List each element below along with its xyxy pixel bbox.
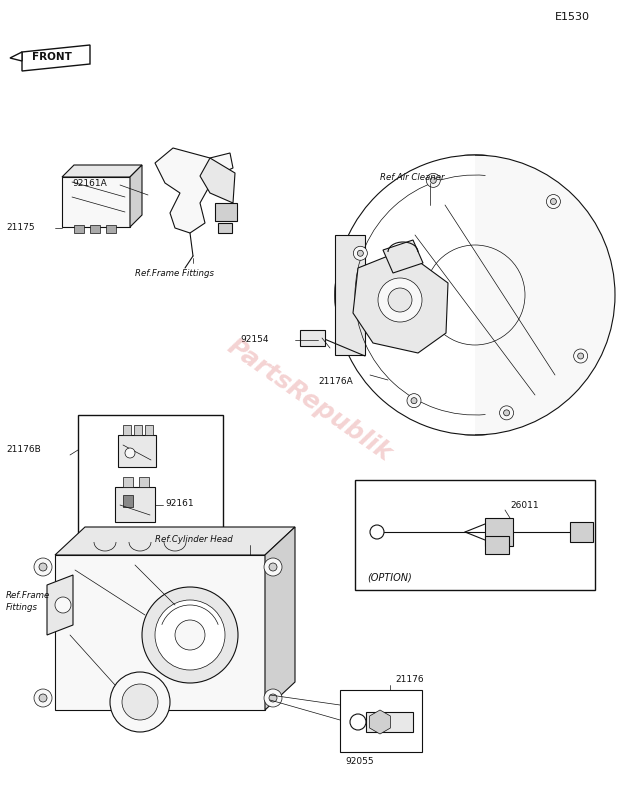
Bar: [115, 487, 155, 522]
Circle shape: [378, 278, 422, 322]
Circle shape: [426, 174, 440, 187]
Text: 92161A: 92161A: [72, 178, 106, 187]
Polygon shape: [155, 148, 233, 233]
Circle shape: [388, 288, 412, 312]
Circle shape: [430, 178, 436, 183]
Polygon shape: [47, 575, 73, 635]
Circle shape: [153, 587, 163, 597]
Polygon shape: [62, 165, 142, 177]
Circle shape: [574, 349, 587, 363]
Bar: [355, 480, 595, 590]
Circle shape: [350, 714, 366, 730]
Bar: [145, 425, 153, 435]
Circle shape: [125, 448, 135, 458]
Circle shape: [155, 600, 225, 670]
Text: Ref.Cylinder Head: Ref.Cylinder Head: [155, 535, 233, 545]
Circle shape: [407, 394, 421, 408]
Bar: [139, 477, 149, 487]
Text: PartsRepublik: PartsRepublik: [223, 334, 396, 466]
Circle shape: [357, 250, 363, 256]
Circle shape: [142, 587, 238, 683]
Polygon shape: [150, 578, 170, 599]
Polygon shape: [370, 710, 391, 734]
Bar: [215, 203, 237, 221]
Bar: [123, 477, 133, 487]
Circle shape: [547, 194, 560, 209]
Text: FRONT: FRONT: [32, 52, 72, 62]
Polygon shape: [55, 555, 265, 710]
Text: Ref.Frame Fittings: Ref.Frame Fittings: [135, 269, 214, 278]
Circle shape: [39, 563, 47, 571]
Text: E1530: E1530: [555, 12, 590, 22]
Polygon shape: [353, 250, 448, 353]
Circle shape: [269, 694, 277, 702]
Bar: [335, 155, 475, 435]
Bar: [485, 518, 513, 546]
Bar: [134, 425, 142, 435]
Circle shape: [110, 672, 170, 732]
Circle shape: [315, 333, 325, 343]
Text: 21176B: 21176B: [6, 446, 41, 454]
Bar: [485, 536, 509, 554]
Text: 21176A: 21176A: [318, 378, 353, 386]
Polygon shape: [300, 330, 325, 346]
Polygon shape: [265, 527, 295, 710]
Bar: [106, 225, 116, 233]
Text: 21176: 21176: [395, 675, 423, 685]
Polygon shape: [62, 177, 130, 227]
Text: 21175: 21175: [6, 223, 35, 233]
Circle shape: [370, 525, 384, 539]
Circle shape: [264, 558, 282, 576]
Text: Ref.Frame: Ref.Frame: [6, 590, 50, 599]
Text: 92055: 92055: [345, 758, 374, 766]
Text: Fittings: Fittings: [6, 603, 38, 613]
Text: 92161: 92161: [165, 499, 194, 509]
Circle shape: [411, 398, 417, 404]
Circle shape: [335, 155, 615, 435]
Text: (OPTION): (OPTION): [367, 573, 412, 583]
Bar: [218, 223, 232, 233]
Polygon shape: [22, 45, 90, 71]
Bar: [123, 425, 131, 435]
Bar: [78, 415, 223, 540]
Text: 26011: 26011: [510, 501, 539, 510]
Circle shape: [550, 198, 556, 205]
Circle shape: [504, 410, 509, 416]
Polygon shape: [383, 240, 423, 273]
Text: 92154: 92154: [240, 335, 269, 345]
Circle shape: [500, 406, 514, 420]
Circle shape: [34, 689, 52, 707]
Bar: [118, 435, 156, 467]
Text: Ref.Air Cleaner: Ref.Air Cleaner: [380, 174, 444, 182]
Circle shape: [34, 558, 52, 576]
Polygon shape: [200, 158, 235, 203]
Bar: [74, 225, 84, 233]
Polygon shape: [335, 235, 365, 355]
Bar: [123, 495, 133, 507]
Bar: [90, 225, 100, 233]
Circle shape: [353, 246, 367, 260]
Circle shape: [269, 563, 277, 571]
Bar: [340, 690, 422, 752]
Polygon shape: [570, 522, 593, 542]
Circle shape: [39, 694, 47, 702]
Circle shape: [122, 684, 158, 720]
Circle shape: [264, 689, 282, 707]
Polygon shape: [130, 165, 142, 227]
Polygon shape: [55, 527, 295, 555]
Circle shape: [578, 353, 584, 359]
Polygon shape: [366, 712, 413, 732]
Circle shape: [175, 620, 205, 650]
Circle shape: [55, 597, 71, 613]
Polygon shape: [10, 52, 22, 61]
